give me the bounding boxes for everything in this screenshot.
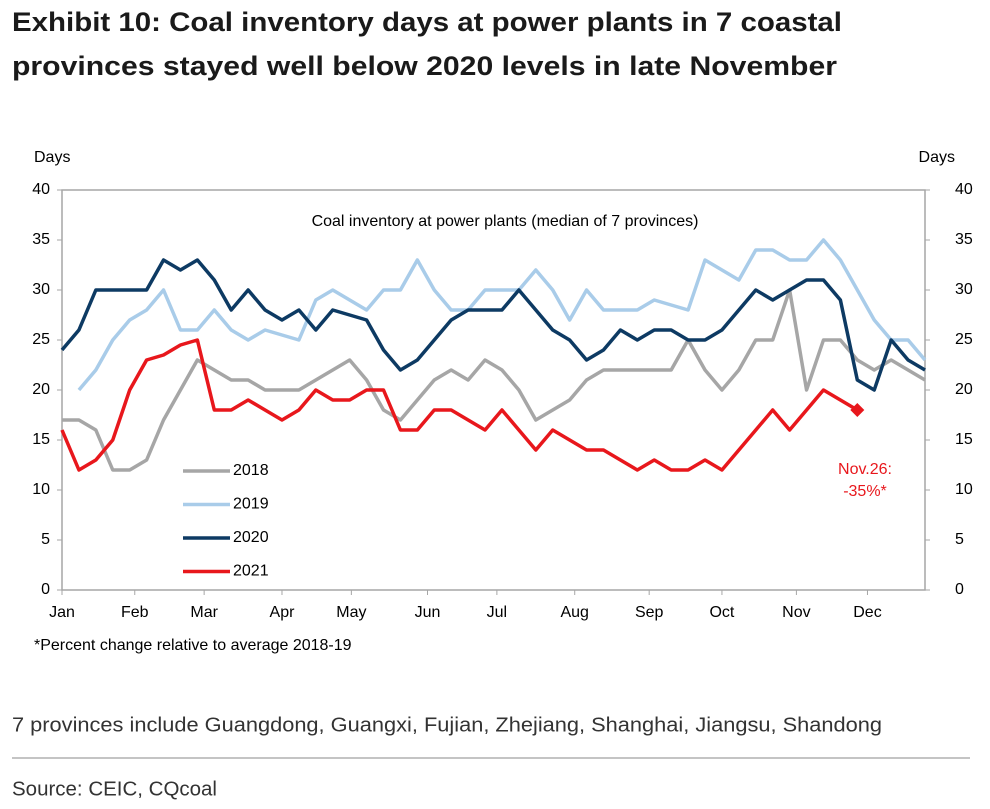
y2-tick-label: 20 [955, 381, 973, 398]
x-tick-label: Nov [782, 604, 810, 621]
x-tick-label: Dec [853, 604, 881, 621]
y-axis-label: Days [34, 149, 70, 166]
x-tick-label: Jul [487, 604, 507, 621]
x-tick-label: May [336, 604, 366, 621]
note: 7 provinces include Guangdong, Guangxi, … [12, 714, 882, 736]
chart-title: Exhibit 10: Coal inventory days at power… [12, 7, 842, 37]
y-tick-label: 25 [32, 331, 50, 348]
series-line [60, 338, 859, 472]
source: Source: CEIC, CQcoal [12, 778, 217, 800]
y-tick-label: 35 [32, 231, 50, 248]
annotation: Nov.26: [838, 461, 892, 478]
chart-title: provinces stayed well below 2020 levels … [12, 51, 838, 81]
y2-tick-label: 15 [955, 431, 973, 448]
y2-tick-label: 10 [955, 481, 973, 498]
y-tick-label: 20 [32, 381, 50, 398]
plot-frame [61, 189, 926, 591]
y2-tick-label: 40 [955, 181, 973, 198]
legend-label: 2021 [233, 563, 269, 580]
inner-title: Coal inventory at power plants (median o… [312, 213, 699, 230]
x-tick-label: Apr [270, 604, 296, 621]
legend-label: 2018 [233, 462, 269, 479]
x-tick-label: Jun [415, 604, 441, 621]
end-marker [850, 403, 865, 417]
y-tick-label: 5 [41, 531, 50, 548]
y2-axis-label: Days [919, 149, 955, 166]
x-tick-label: Oct [709, 604, 734, 621]
series-line [77, 238, 927, 392]
x-tick-label: Sep [635, 604, 664, 621]
y2-tick-label: 25 [955, 331, 973, 348]
y-tick-label: 0 [41, 581, 50, 598]
annotation: -35%* [843, 483, 887, 500]
y-tick-label: 30 [32, 281, 50, 298]
series-line [62, 288, 926, 472]
y-tick-label: 40 [32, 181, 50, 198]
y2-tick-label: 0 [955, 581, 964, 598]
y-tick-label: 10 [32, 481, 50, 498]
y-tick-label: 15 [32, 431, 50, 448]
legend-label: 2020 [233, 529, 269, 546]
y2-tick-label: 35 [955, 231, 973, 248]
y2-tick-label: 30 [955, 281, 973, 298]
x-tick-label: Feb [121, 604, 149, 621]
footnote: *Percent change relative to average 2018… [34, 637, 352, 654]
x-tick-label: Aug [560, 604, 588, 621]
x-tick-label: Mar [190, 604, 218, 621]
x-tick-label: Jan [49, 604, 75, 621]
y2-tick-label: 5 [955, 531, 964, 548]
series-line [60, 258, 926, 392]
legend-label: 2019 [233, 496, 269, 513]
